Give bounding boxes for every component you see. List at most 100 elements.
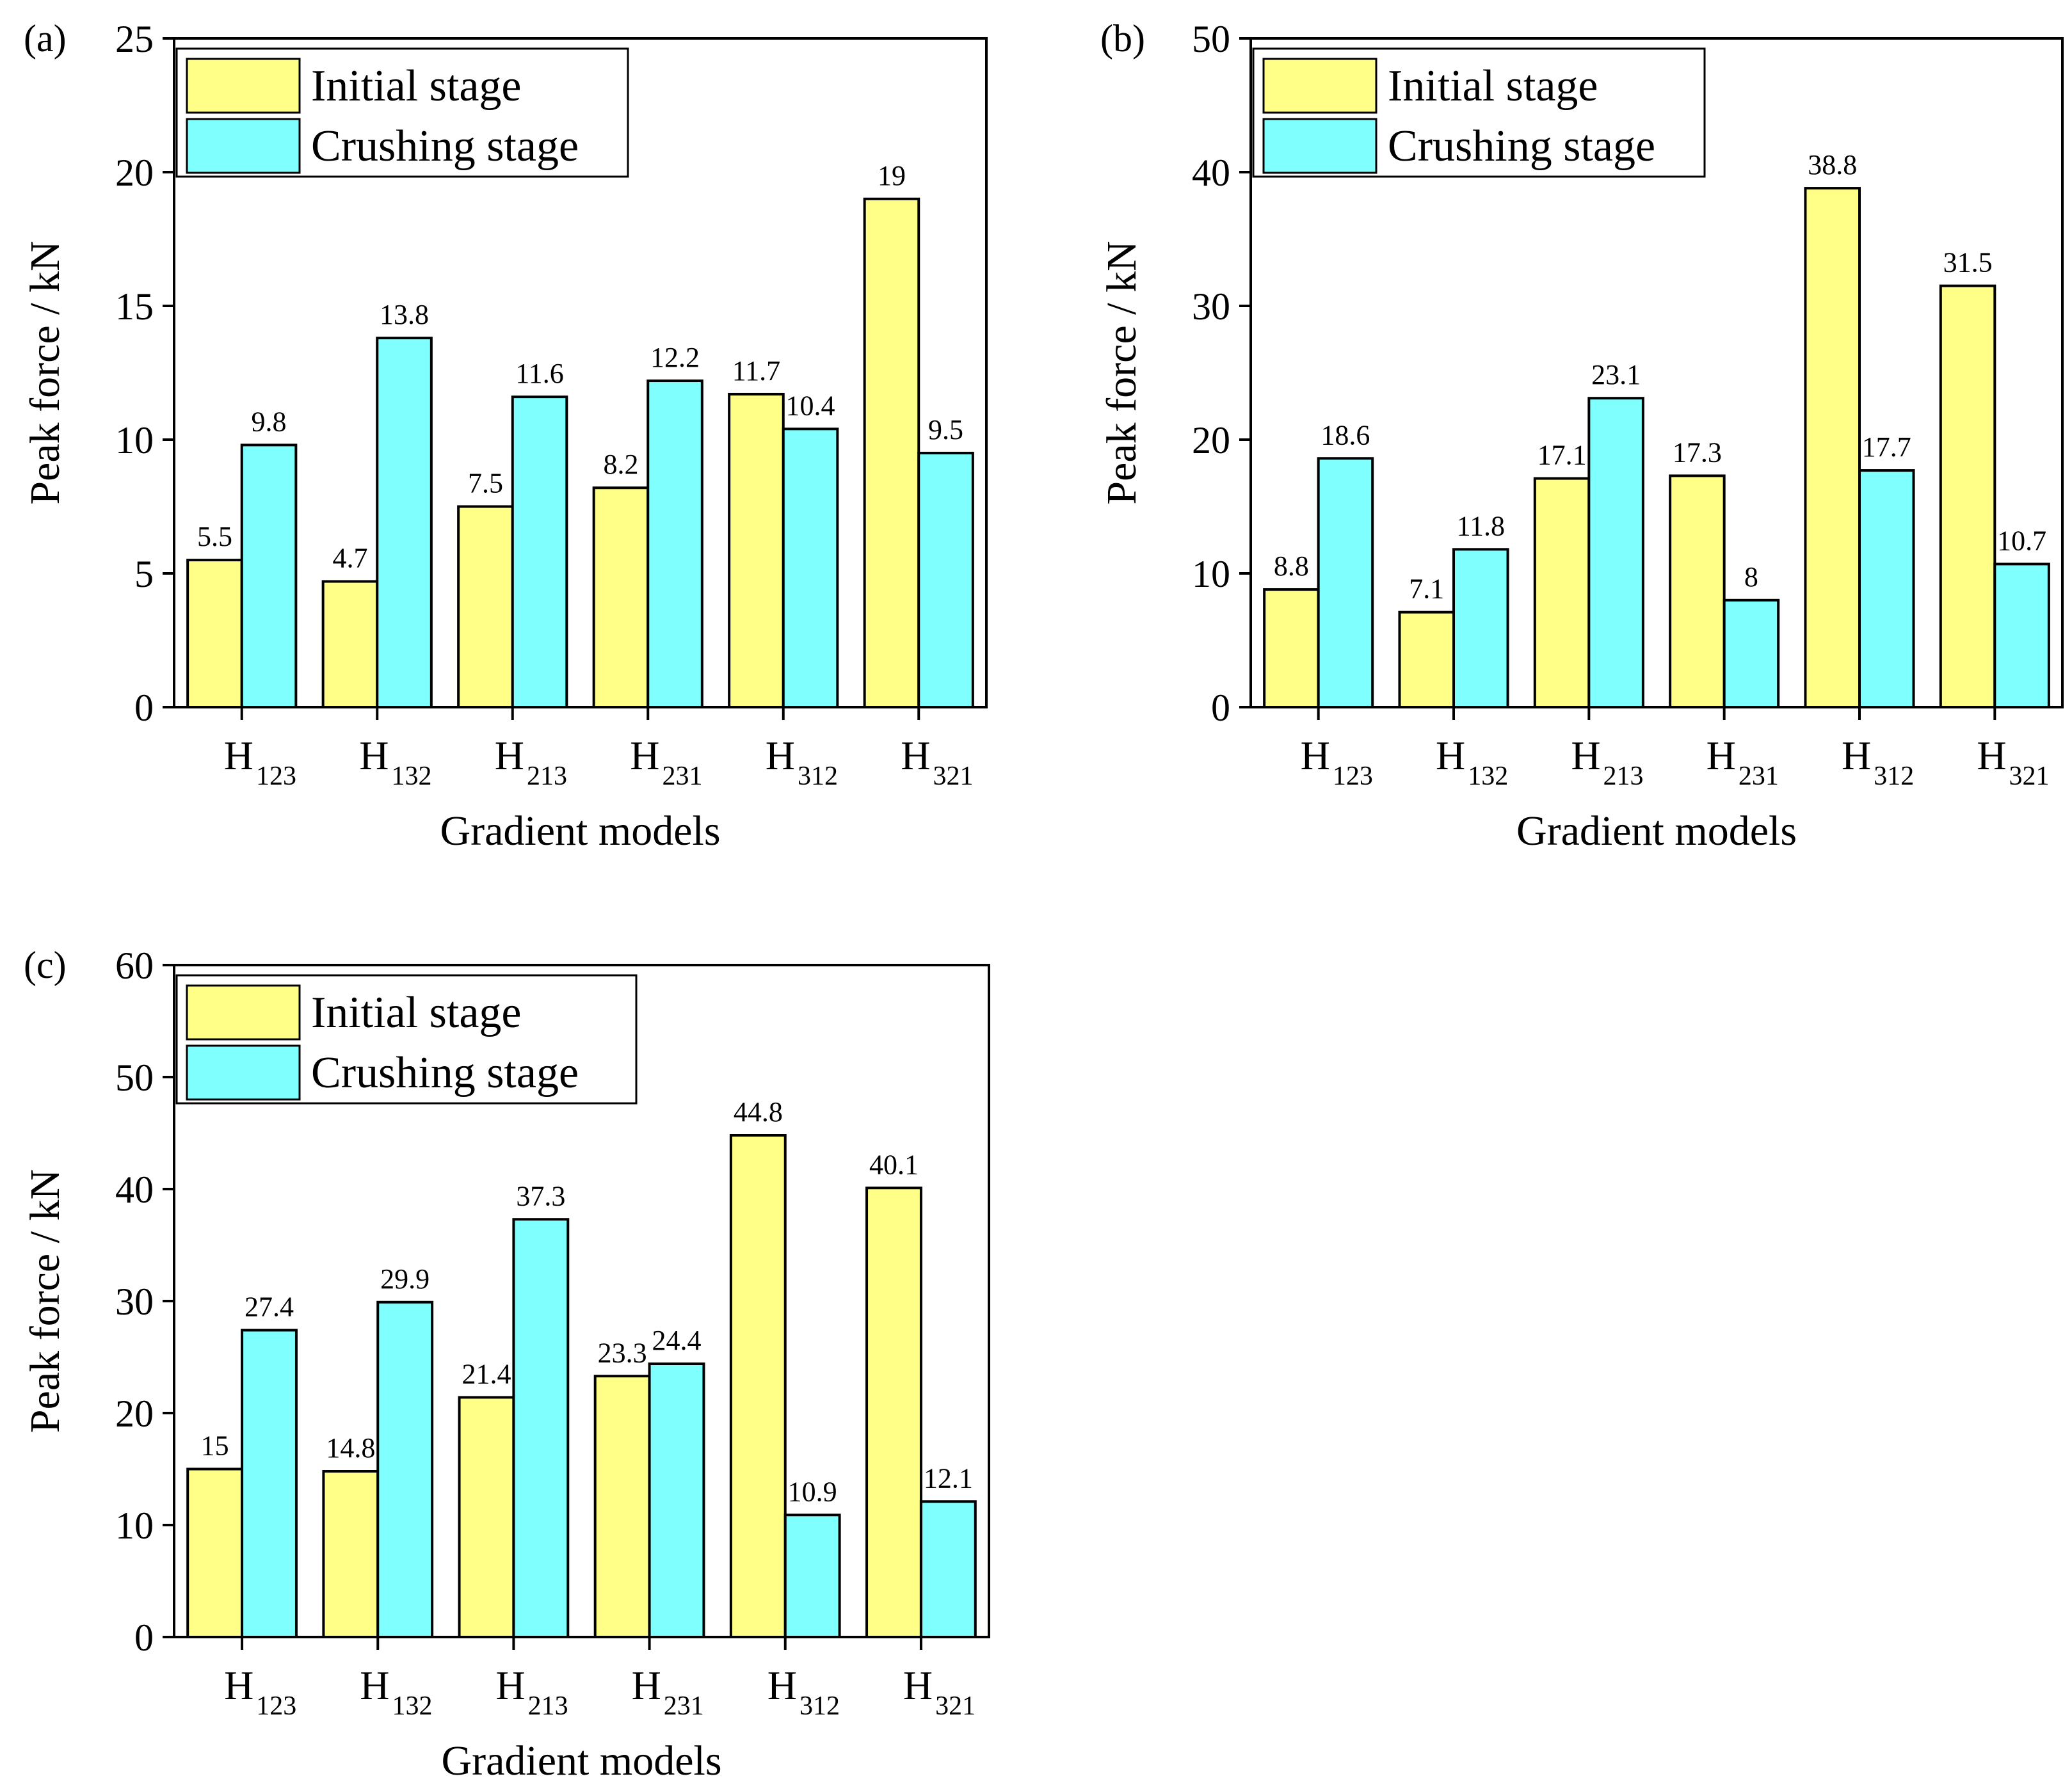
bar-crushing-321: [1993, 563, 2050, 708]
legend-label-initial: Initial stage: [311, 988, 522, 1037]
legend-label-initial: Initial stage: [311, 61, 522, 111]
y-tick-label: 20: [115, 152, 154, 194]
data-label-crushing-123: 9.8: [252, 406, 287, 437]
x-tick-label-sub: 321: [935, 1691, 976, 1721]
panel-label: (b): [1100, 17, 1145, 60]
data-label-initial-321: 31.5: [1943, 247, 1993, 278]
y-tick-label: 10: [1192, 553, 1230, 595]
bar-crushing-321: [919, 1500, 977, 1638]
data-label-initial-213: 7.5: [468, 468, 503, 499]
bar-crushing-321: [917, 451, 974, 709]
x-tick-label-321: H321: [903, 1663, 976, 1721]
bar-crushing-312: [1858, 469, 1915, 708]
legend-swatch-crushing: [1262, 118, 1377, 174]
bar-crushing-213: [511, 396, 568, 708]
x-tick-label-213: H213: [495, 733, 567, 791]
y-tick-label: 0: [134, 687, 154, 729]
y-tick-label: 0: [134, 1617, 154, 1659]
bar-initial-132: [322, 1470, 380, 1638]
data-label-crushing-312: 10.4: [786, 390, 835, 421]
x-tick-label-132: H132: [1436, 733, 1508, 791]
y-tick-label: 10: [115, 1505, 154, 1547]
data-label-crushing-132: 13.8: [380, 299, 429, 330]
data-label-crushing-312: 17.7: [1862, 431, 1911, 463]
data-label-crushing-312: 10.9: [788, 1476, 837, 1507]
legend-swatch-initial: [186, 984, 301, 1041]
y-tick-label: 40: [115, 1169, 154, 1211]
x-tick-label-sub: 213: [1603, 762, 1644, 791]
legend-swatch-crushing: [186, 118, 301, 174]
x-tick-label-main: H: [360, 1663, 389, 1708]
x-tick-label-sub: 132: [391, 762, 431, 791]
bar-initial-132: [1398, 611, 1455, 708]
y-axis-title: Peak force / kN: [1098, 241, 1145, 504]
data-label-initial-231: 17.3: [1673, 436, 1722, 468]
data-label-initial-213: 17.1: [1538, 440, 1587, 471]
x-tick-label-sub: 231: [662, 762, 702, 791]
x-tick-label-231: H231: [632, 1663, 704, 1721]
x-tick-label-312: H312: [1842, 733, 1914, 791]
data-label-initial-321: 19: [878, 160, 906, 191]
bar-initial-213: [458, 1396, 515, 1638]
x-tick-label-main: H: [630, 733, 659, 778]
bar-crushing-123: [240, 444, 298, 708]
bar-initial-123: [186, 559, 243, 708]
x-tick-label-sub: 312: [798, 762, 838, 791]
legend-swatch-initial: [186, 58, 301, 114]
legend-swatch-initial: [1262, 58, 1377, 114]
data-label-initial-312: 38.8: [1808, 149, 1857, 180]
data-label-initial-132: 14.8: [326, 1432, 375, 1464]
data-label-crushing-213: 37.3: [516, 1180, 565, 1211]
x-tick-label-main: H: [767, 1663, 797, 1708]
bar-initial-321: [865, 1187, 922, 1638]
y-tick-label: 0: [1211, 687, 1230, 729]
x-tick-label-main: H: [1301, 733, 1330, 778]
x-tick-label-main: H: [766, 733, 795, 778]
bar-crushing-132: [1452, 548, 1509, 708]
x-tick-label-312: H312: [766, 733, 838, 791]
bar-initial-123: [1263, 588, 1320, 709]
data-label-crushing-132: 29.9: [380, 1263, 430, 1295]
x-tick-label-sub: 123: [1333, 762, 1373, 791]
x-tick-label-sub: 132: [1468, 762, 1508, 791]
plot-frame: [1249, 37, 2064, 708]
data-label-initial-312: 44.8: [734, 1096, 783, 1128]
bar-crushing-231: [646, 380, 703, 708]
bar-initial-231: [593, 1375, 651, 1638]
bar-crushing-312: [783, 1514, 841, 1638]
data-label-crushing-231: 12.2: [650, 342, 700, 373]
x-tick-label-132: H132: [360, 1663, 432, 1721]
x-tick-label-main: H: [1436, 733, 1465, 778]
x-axis-title: Gradient models: [1516, 808, 1797, 854]
y-tick-label: 60: [115, 945, 154, 987]
data-label-initial-123: 5.5: [197, 521, 232, 552]
bar-crushing-231: [648, 1362, 705, 1638]
data-label-crushing-132: 11.8: [1457, 510, 1505, 541]
x-tick-label-132: H132: [359, 733, 431, 791]
x-tick-label-sub: 213: [528, 1691, 568, 1721]
chart-panel-b: 8.8 7.1 17.1 17.3 38.8 31.5 18.6 11.8 23.1 8 17.7 1…: [1098, 17, 2064, 854]
x-tick-label-main: H: [1977, 733, 2006, 778]
x-tick-label-123: H123: [1301, 733, 1373, 791]
y-tick-label: 20: [1192, 419, 1230, 461]
data-label-initial-132: 4.7: [332, 543, 367, 574]
y-tick-label: 50: [1192, 18, 1230, 60]
bar-crushing-132: [376, 337, 433, 708]
x-axis-title: Gradient models: [440, 808, 720, 854]
data-label-initial-312: 11.7: [732, 355, 780, 387]
data-label-crushing-123: 27.4: [245, 1291, 294, 1323]
x-tick-label-321: H321: [1977, 733, 2049, 791]
data-label-initial-213: 21.4: [462, 1359, 511, 1390]
x-tick-label-321: H321: [901, 733, 973, 791]
x-tick-label-sub: 321: [2009, 762, 2050, 791]
bar-initial-123: [186, 1467, 244, 1638]
bar-initial-213: [457, 505, 514, 708]
bar-initial-321: [863, 197, 920, 708]
bar-initial-312: [1804, 187, 1861, 708]
y-tick-label: 30: [115, 1281, 154, 1323]
legend-label-crushing: Crushing stage: [311, 122, 579, 171]
y-axis-title: Peak force / kN: [22, 241, 68, 504]
bar-initial-312: [728, 392, 785, 708]
data-label-initial-123: 15: [201, 1430, 229, 1462]
